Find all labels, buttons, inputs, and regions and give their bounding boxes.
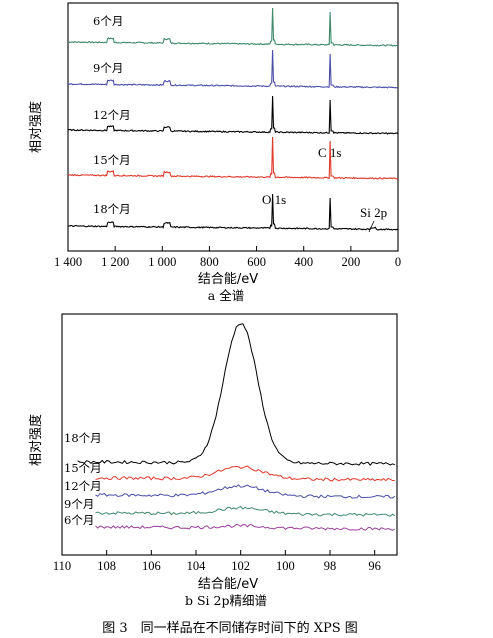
panel-b-series-line [95, 484, 396, 499]
panel-a-xtick-label: 800 [200, 255, 219, 269]
panel-b-series-line [95, 465, 395, 482]
panel-b-series-label: 9个月 [64, 497, 94, 511]
panel-a-xtick-label: 600 [247, 255, 266, 269]
panel-a-xlabel: 结合能/eV [198, 272, 258, 287]
panel-a-xtick-label: 400 [294, 255, 313, 269]
panel-a-xtick-label: 200 [341, 255, 360, 269]
panel-a-annotation-si2p: Si 2p [360, 205, 387, 220]
panel-b-series-group: 18个月 15个月 12个月 9个月 6个月 [64, 323, 396, 531]
panel-a-series-label: 9个月 [93, 61, 123, 75]
panel-a-series-line [67, 7, 399, 47]
panel-b-series-label: 15个月 [64, 461, 102, 475]
panel-a-xtick-label: 1 200 [101, 255, 129, 269]
panel-a-xtick-label: 1 000 [148, 255, 176, 269]
panel-b-series-line [95, 523, 396, 531]
panel-b-xtick-label: 98 [324, 559, 337, 573]
panel-a-frame [67, 2, 399, 252]
panel-a-ylabel: 相对强度 [28, 101, 44, 153]
panel-a-series-label: 15个月 [93, 153, 131, 167]
panel-b-series-line [95, 506, 396, 517]
panel-a-series-group: 6个月 9个月 12个月 15个月 18个月 [67, 7, 399, 231]
panel-a-xtick-label: 1 400 [54, 255, 82, 269]
panel-b: 相对强度 110 108 106 104 102 100 98 96 18个月 15个月 12个月… [28, 313, 398, 608]
panel-b-series-label: 12个月 [64, 479, 102, 493]
panel-a-series-line [67, 193, 399, 231]
panel-b-series-label: 18个月 [64, 431, 102, 445]
panel-b-xtick-label: 104 [187, 559, 207, 573]
panel-a-series-line [67, 49, 399, 89]
panel-b-xtick-label: 102 [231, 559, 250, 573]
panel-a-series-label: 6个月 [93, 14, 123, 28]
panel-b-xtick-label: 106 [142, 559, 161, 573]
panel-b-ylabel: 相对强度 [28, 414, 44, 466]
panel-a-xtick-label: 0 [395, 255, 401, 269]
panel-a-subcaption: a 全谱 [208, 288, 244, 303]
panel-b-xtick-label: 96 [368, 559, 381, 573]
panel-b-xlabel: 结合能/eV [198, 577, 258, 592]
panel-a-series-line [67, 95, 399, 135]
panel-a-series-label: 12个月 [93, 108, 131, 122]
panel-a-annotation-c1s: C 1s [318, 145, 341, 160]
panel-a-xticks: 1 400 1 200 1 000 800 600 400 200 0 [54, 246, 401, 269]
panel-a-si2p-pointer [368, 220, 375, 233]
panel-b-subcaption: b Si 2p精细谱 [185, 593, 267, 608]
panel-b-xtick-label: 100 [276, 559, 295, 573]
panel-a-series-label: 18个月 [93, 202, 131, 216]
panel-a-series-line [67, 136, 399, 180]
panel-b-series-label: 6个月 [64, 513, 94, 527]
panel-b-xtick-label: 110 [53, 559, 71, 573]
panel-b-frame [61, 313, 398, 556]
panel-b-series-line [77, 323, 395, 467]
panel-b-xticks: 110 108 106 104 102 100 98 96 [53, 550, 381, 573]
panel-a-annotation-o1s: O 1s [262, 192, 286, 207]
panel-b-xtick-label: 108 [97, 559, 116, 573]
figure-caption: 图 3 同一样品在不同储存时间下的 XPS 图 [102, 620, 358, 636]
panel-a: 相对强度 1 400 1 200 1 000 800 600 400 200 0 6个月 9个月… [28, 2, 401, 303]
